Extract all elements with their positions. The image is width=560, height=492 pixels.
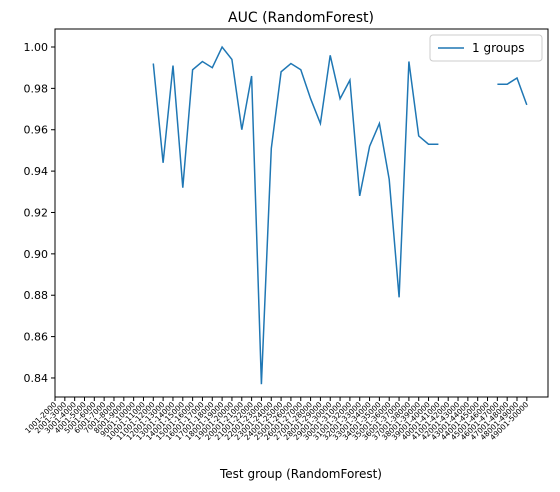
y-tick-label: 0.90 — [24, 248, 49, 261]
y-tick-label: 0.94 — [24, 165, 49, 178]
y-tick-label: 0.98 — [24, 82, 49, 95]
plot-frame — [54, 28, 549, 398]
y-tick-label: 0.84 — [24, 372, 49, 385]
legend-label: 1 groups — [472, 41, 525, 55]
x-axis-label: Test group (RandomForest) — [219, 467, 382, 481]
legend-box — [429, 34, 543, 62]
chart-title: AUC (RandomForest) — [228, 10, 374, 26]
y-tick-label: 1.00 — [24, 41, 49, 54]
y-tick-label: 0.96 — [24, 124, 49, 137]
y-tick-label: 0.88 — [24, 289, 49, 302]
y-tick-label: 0.86 — [24, 331, 49, 344]
y-tick-label: 0.92 — [24, 206, 49, 219]
line-series — [152, 45, 528, 385]
